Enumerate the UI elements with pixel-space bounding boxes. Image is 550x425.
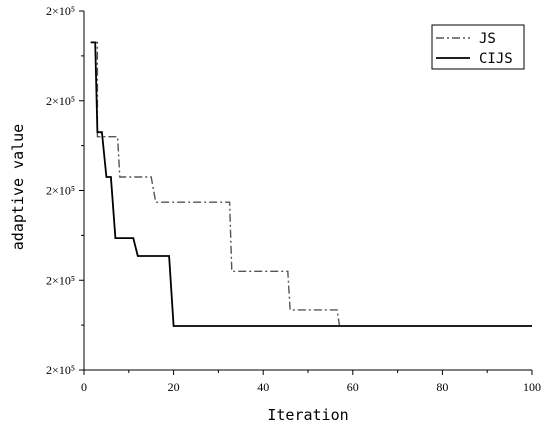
y-axis-label: adaptive value bbox=[9, 124, 27, 250]
x-tick-label: 100 bbox=[523, 380, 541, 394]
x-axis-label: Iteration bbox=[267, 406, 348, 424]
legend-label-js: JS bbox=[479, 31, 496, 47]
x-tick-label: 40 bbox=[257, 380, 269, 394]
x-tick-label: 60 bbox=[347, 380, 359, 394]
axes: 0 20 40 60 80 100 2×10⁵ 2×10⁵ 2×10⁵ 2×10⁵ 2×10⁵ bbox=[46, 4, 541, 394]
legend: JS CIJS bbox=[431, 24, 525, 70]
x-tick-label: 20 bbox=[168, 380, 180, 394]
y-tick-label: 2×10⁵ bbox=[46, 94, 75, 108]
series-line-js bbox=[90, 41, 341, 326]
y-tick-label: 2×10⁵ bbox=[46, 363, 75, 377]
legend-box bbox=[431, 24, 525, 70]
x-tick-label: 0 bbox=[81, 380, 87, 394]
y-tick-label: 2×10⁵ bbox=[46, 4, 75, 18]
legend-label-cijs: CIJS bbox=[479, 51, 513, 67]
series-layer bbox=[90, 41, 532, 327]
x-tick-label: 80 bbox=[436, 380, 448, 394]
series-line-cijs bbox=[90, 41, 532, 327]
y-tick-label: 2×10⁵ bbox=[46, 184, 75, 198]
y-tick-label: 2×10⁵ bbox=[46, 273, 75, 287]
